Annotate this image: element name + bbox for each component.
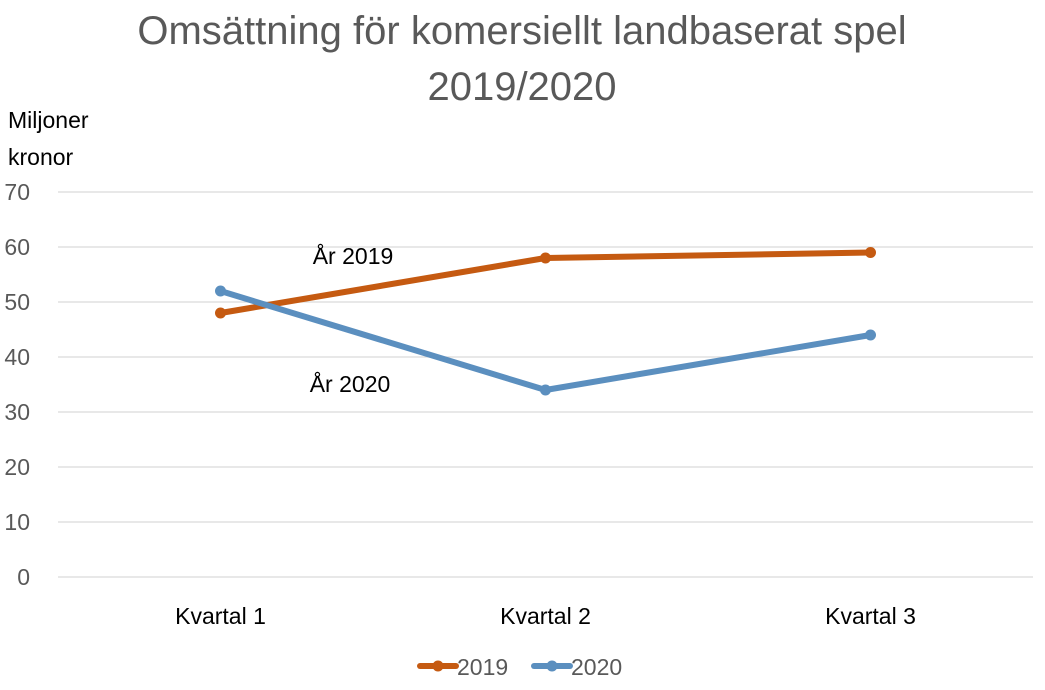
y-axis-label-line-1: Miljoner xyxy=(8,107,89,133)
data-point-2019-3 xyxy=(865,247,876,258)
y-tick-label-20: 20 xyxy=(4,454,30,480)
y-tick-label-40: 40 xyxy=(4,344,30,370)
y-tick-label-30: 30 xyxy=(4,399,30,425)
chart-subtitle: 2019/2020 xyxy=(427,65,616,109)
data-point-2019-2 xyxy=(540,252,551,264)
y-axis-ticks: 0 10 20 30 40 50 60 70 xyxy=(4,179,30,590)
x-tick-label-1: Kvartal 1 xyxy=(175,603,266,629)
legend-label-2020: 2020 xyxy=(571,654,622,680)
annotation-2019: År 2019 xyxy=(313,242,394,269)
data-point-2020-3 xyxy=(865,329,876,341)
x-axis-ticks: Kvartal 1 Kvartal 2 Kvartal 3 xyxy=(175,603,916,629)
gridlines xyxy=(58,191,1033,578)
series-group xyxy=(215,247,876,396)
legend: 2019 2020 xyxy=(417,654,622,680)
y-tick-label-60: 60 xyxy=(4,234,30,260)
y-tick-label-10: 10 xyxy=(4,509,30,535)
data-point-2020-2 xyxy=(540,384,551,396)
y-tick-label-50: 50 xyxy=(4,289,30,315)
x-tick-label-2: Kvartal 2 xyxy=(500,603,591,629)
legend-label-2019: 2019 xyxy=(457,654,508,680)
legend-marker-2020 xyxy=(546,660,558,672)
chart-title: Omsättning för komersiellt landbaserat s… xyxy=(137,9,906,53)
y-axis-label-line-2: kronor xyxy=(8,144,74,170)
legend-marker-2019 xyxy=(432,660,444,672)
y-tick-label-70: 70 xyxy=(4,179,30,205)
data-point-2019-1 xyxy=(215,307,226,319)
y-tick-label-0: 0 xyxy=(17,564,30,590)
annotation-2020: År 2020 xyxy=(310,370,391,397)
data-point-2020-1 xyxy=(215,285,226,297)
x-tick-label-3: Kvartal 3 xyxy=(825,603,916,629)
